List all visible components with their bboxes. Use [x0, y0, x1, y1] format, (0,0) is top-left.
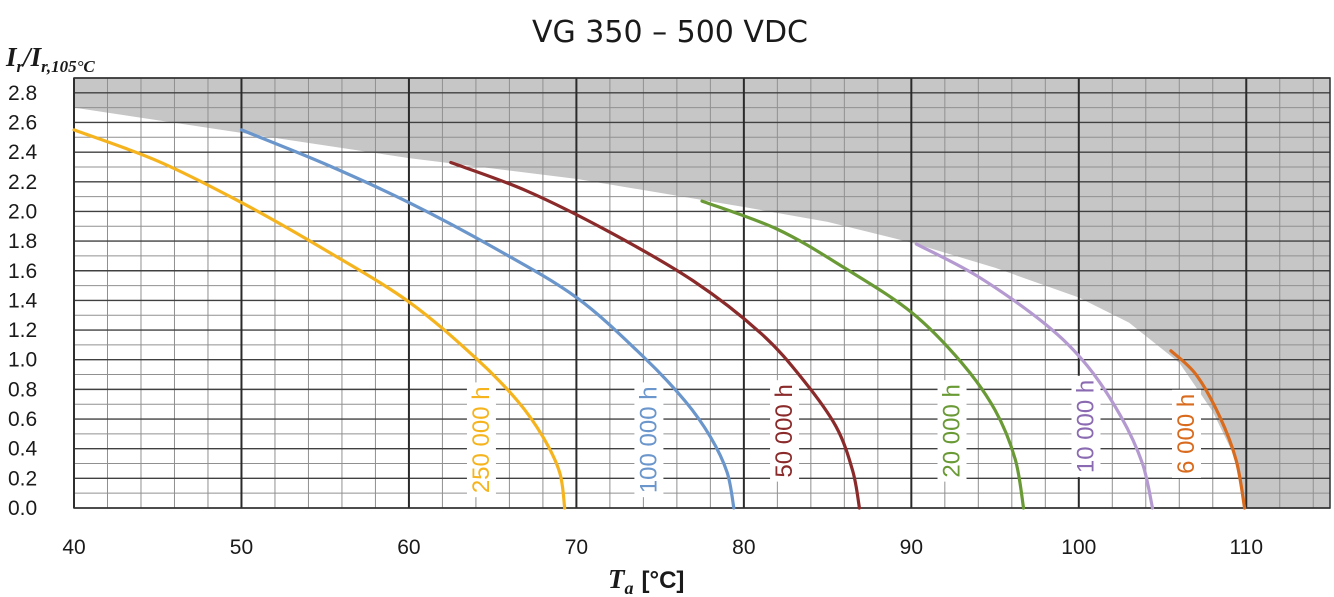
x-label-sub: a	[625, 578, 634, 597]
x-tick-label: 80	[732, 536, 755, 559]
curve-label-background	[937, 380, 967, 482]
x-tick-label: 100	[1061, 536, 1096, 559]
x-tick-label: 40	[62, 536, 85, 559]
series-line	[72, 128, 567, 510]
series-line	[1169, 349, 1247, 510]
y-tick-label: 1.6	[8, 260, 37, 283]
series-line	[239, 128, 736, 510]
y-tick-label: 2.8	[8, 82, 37, 105]
curve-label-background	[634, 382, 664, 498]
y-tick-label: 0.8	[8, 378, 37, 401]
x-tick-label: 90	[900, 536, 923, 559]
x-tick-label: 50	[230, 536, 253, 559]
y-tick-label: 0.6	[8, 408, 37, 431]
y-label-denominator-sub: r,105°C	[41, 57, 95, 76]
curve-label-group: 10 000 h	[1071, 375, 1101, 478]
y-tick-label: 2.2	[8, 171, 37, 194]
y-tick-label: 0.0	[8, 497, 37, 520]
curve-label-group: 50 000 h	[770, 380, 800, 482]
curve-label: 10 000 h	[1072, 380, 1099, 473]
curve-label: 100 000 h	[635, 386, 662, 493]
y-tick-label: 1.0	[8, 349, 37, 372]
chart-title: VG 350 – 500 VDC	[532, 15, 808, 50]
x-axis-label: Ta [°C]	[608, 564, 684, 597]
curve-label-group: 20 000 h	[937, 380, 967, 482]
x-tick-label: 60	[397, 536, 420, 559]
curve-label-group: 100 000 h	[634, 382, 664, 498]
curve-label: 50 000 h	[771, 384, 798, 477]
y-label-denominator: I	[30, 42, 43, 72]
curve-label-group: 250 000 h	[466, 382, 496, 498]
y-tick-label: 1.4	[8, 289, 38, 312]
y-tick-label: 1.2	[8, 319, 37, 342]
y-label-numerator: I	[5, 42, 18, 72]
series-line	[449, 160, 862, 510]
y-tick-label: 0.2	[8, 467, 37, 490]
series-line	[914, 242, 1155, 510]
x-tick-label: 70	[565, 536, 588, 559]
curve-label-group: 6 000 h	[1171, 389, 1201, 478]
x-label-unit: [°C]	[642, 567, 685, 594]
shaded-region	[74, 78, 1330, 508]
curve-label: 6 000 h	[1173, 394, 1200, 474]
x-tick-label: 110	[1230, 536, 1263, 559]
x-label-main: T	[608, 564, 626, 594]
curve-label: 20 000 h	[939, 384, 966, 477]
curve-label-background	[1071, 375, 1101, 478]
curve-label-background	[466, 382, 496, 498]
y-tick-label: 2.4	[8, 141, 38, 164]
curve-label-background	[1171, 389, 1201, 478]
y-tick-label: 2.0	[8, 200, 37, 223]
curve-label: 250 000 h	[468, 386, 495, 493]
y-label-numerator-sub: r	[17, 57, 24, 76]
y-label-slash: /	[21, 42, 33, 72]
y-axis-label: Ir/Ir,105°C	[5, 42, 95, 76]
plot-border	[73, 77, 1331, 509]
y-tick-label: 0.4	[8, 438, 38, 461]
series-line	[700, 199, 1026, 510]
y-tick-label: 2.6	[8, 111, 37, 134]
y-tick-label: 1.8	[8, 230, 37, 253]
curve-label-background	[770, 380, 800, 482]
